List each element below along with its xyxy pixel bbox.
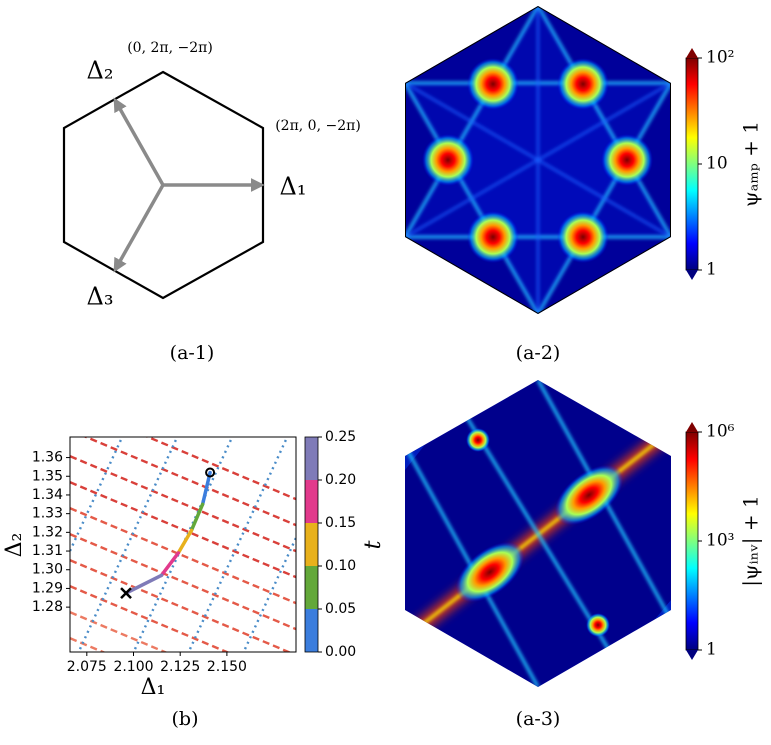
- colorbar-extend: [686, 48, 698, 58]
- x-tick-label: 2.125: [160, 659, 200, 675]
- y-tick-label: 1.34: [32, 487, 63, 503]
- colorbar-frame: [304, 436, 319, 653]
- contour-line: [70, 558, 292, 652]
- caption: (b): [172, 708, 199, 730]
- colorbar-label: t: [361, 540, 386, 549]
- colorbar-band: [305, 566, 318, 609]
- colorbar-extend: [686, 650, 698, 660]
- colorbar-tick-label: 0.10: [325, 558, 356, 574]
- colorbar: [685, 431, 699, 651]
- caption: (a-2): [516, 342, 561, 364]
- contour-line: [70, 454, 296, 553]
- colorbar-extend: [686, 422, 698, 432]
- contour-line: [70, 532, 296, 631]
- heatmap: [405, 380, 671, 687]
- x-tick-label: 2.150: [207, 659, 247, 675]
- vector-label: Δ₁: [280, 173, 307, 201]
- contour-line: [187, 437, 289, 652]
- y-tick-label: 1.33: [32, 506, 63, 522]
- colorbar-label: ψₐₘₚ + 1: [739, 121, 763, 207]
- vector-label: Δ₃: [87, 283, 114, 311]
- colorbar-band: [305, 480, 318, 523]
- trajectory-segment: [200, 470, 212, 507]
- y-tick-label: 1.32: [32, 524, 63, 540]
- contour-line: [83, 437, 296, 527]
- contour-line: [70, 480, 296, 579]
- vertex-label: (2π, 0, −2π): [275, 118, 361, 134]
- x-tick-label: 2.100: [113, 659, 153, 675]
- y-axis-label: Δ₂: [2, 533, 27, 558]
- hexagon-diagram: Δ₁ Δ₂ Δ₃ (0, 2π, −2π) (2π, 0, −2π) (a-1): [62, 40, 361, 364]
- colorbar-tick-label: 0.05: [325, 601, 356, 617]
- colorbar-tick-label: 0.00: [325, 644, 356, 660]
- contour-line: [70, 437, 124, 554]
- y-tick-label: 1.31: [32, 543, 63, 559]
- colorbar-tick-label: 10⁶: [706, 422, 735, 442]
- colorbar-tick-label: 10²: [706, 48, 734, 68]
- y-tick-label: 1.28: [32, 599, 63, 615]
- contour-line: [77, 437, 179, 652]
- colorbar-tick-label: 1: [706, 260, 717, 280]
- colorbar-tick-label: 1: [706, 640, 717, 660]
- caption: (a-3): [516, 708, 561, 730]
- vertex-label: (0, 2π, −2π): [127, 40, 213, 56]
- trajectory-segment: [176, 528, 194, 555]
- contour-line: [144, 437, 296, 501]
- colorbar-tick-label: 0.20: [325, 472, 356, 488]
- y-tick-label: 1.35: [32, 468, 63, 484]
- colorbar-band: [305, 609, 318, 652]
- contour-line: [242, 534, 296, 652]
- start-marker: [205, 467, 216, 478]
- hexagon: [62, 70, 265, 300]
- colorbar-tick-label: 0.25: [325, 429, 356, 445]
- arrow: [113, 97, 165, 186]
- colorbar: [685, 57, 699, 271]
- heatmap: [405, 6, 671, 314]
- colorbar-extend: [686, 270, 698, 280]
- colorbar-tick-label: 10³: [706, 531, 734, 551]
- trajectory-segment: [189, 502, 205, 533]
- contour-line: [70, 610, 168, 652]
- trajectory-segment: [124, 573, 164, 595]
- contour-line: [70, 506, 296, 605]
- colorbar-label: |ψᵢₙᵥ| + 1: [739, 495, 764, 586]
- caption: (a-1): [170, 342, 215, 364]
- arrow: [113, 184, 165, 273]
- colorbar-tick-label: 0.15: [325, 515, 356, 531]
- end-marker: [120, 587, 132, 599]
- x-axis-label: Δ₁: [141, 675, 166, 700]
- y-tick-label: 1.36: [32, 450, 63, 466]
- plot-frame: [69, 436, 297, 653]
- y-tick-label: 1.30: [32, 562, 63, 578]
- colorbar-tick-label: 10: [706, 154, 728, 174]
- colorbar-band: [305, 523, 318, 566]
- trajectory-segment: [159, 551, 181, 578]
- vector-label: Δ₂: [87, 57, 114, 85]
- colorbar-band: [305, 437, 318, 480]
- x-tick-label: 2.075: [67, 659, 107, 675]
- y-tick-label: 1.29: [32, 580, 63, 596]
